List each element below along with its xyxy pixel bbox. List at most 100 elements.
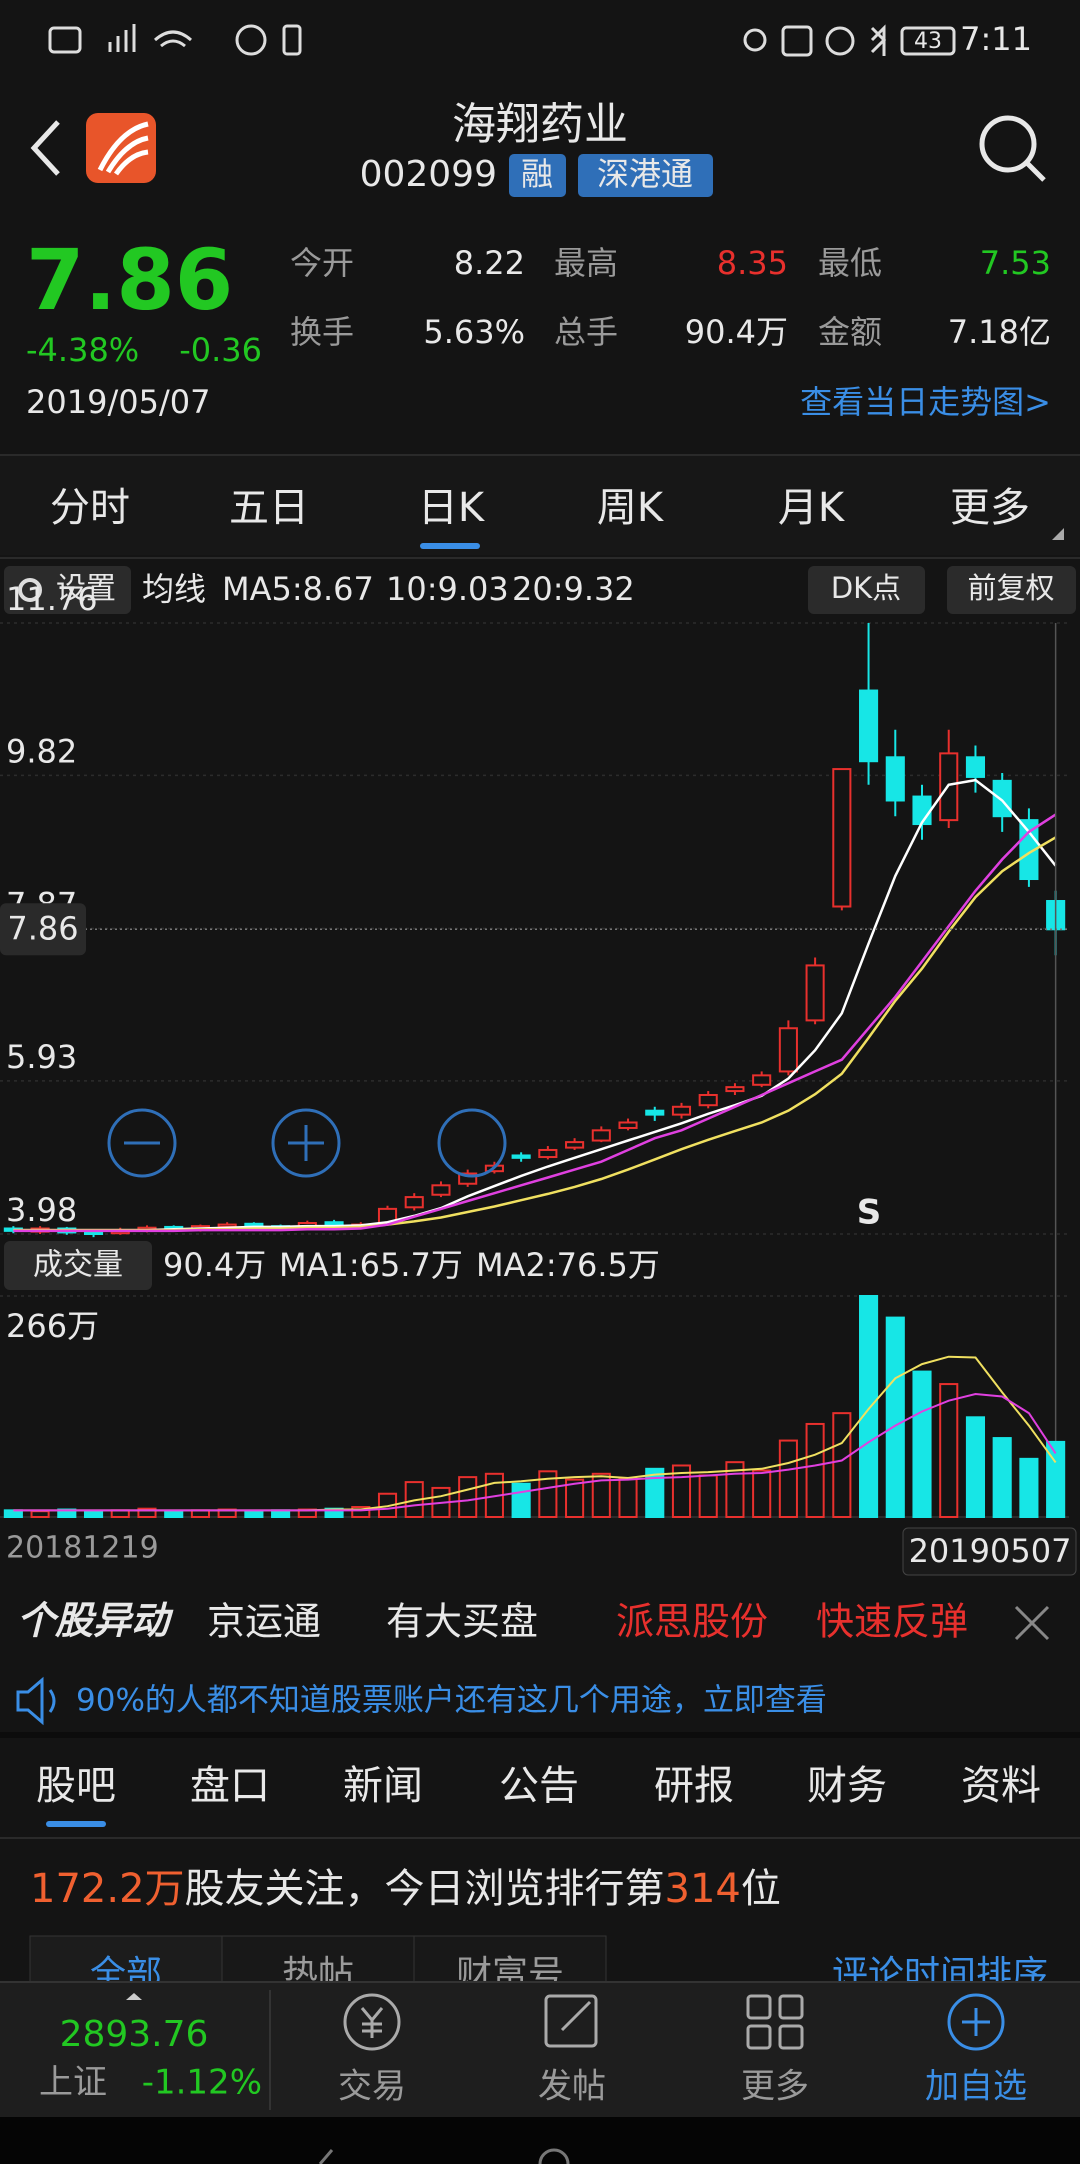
volume-ma-line (13, 1392, 1057, 1512)
clock: 7:11 (960, 20, 1032, 58)
volume-ma1: MA1:65.7万 (279, 1246, 463, 1284)
candle-body (752, 1074, 772, 1086)
volume-bar (965, 1416, 986, 1519)
rank: 314 (665, 1866, 741, 1912)
content-tab[interactable]: 财务 (807, 1763, 887, 1809)
volume-bar (939, 1383, 959, 1518)
volume-chart: 266万 (0, 1295, 1069, 1519)
content-tab[interactable]: 资料 (961, 1763, 1041, 1809)
signal-marker: S (857, 1193, 882, 1233)
volume-bar (458, 1476, 478, 1519)
follower-text: 股友关注，今日浏览排行第 (185, 1866, 665, 1912)
followers: 172.2万股友关注，今日浏览排行第314位 (30, 1866, 781, 1912)
ticker-item[interactable]: 派思股份 (616, 1600, 768, 1644)
volume-bar (885, 1316, 905, 1519)
volume-bar (859, 1295, 879, 1518)
content-tab[interactable]: 股吧 (36, 1763, 116, 1809)
candle-body (698, 1093, 718, 1107)
ad-text[interactable]: 90%的人都不知道股票账户还有这几个用途，立即查看 (76, 1683, 827, 1719)
tag-bg (509, 154, 566, 197)
volume-bar (671, 1464, 692, 1519)
content-tab[interactable]: 研报 (654, 1763, 734, 1809)
candle-body (725, 1086, 745, 1093)
candle-body (992, 779, 1012, 818)
more-arrow (1052, 528, 1064, 540)
bottom-bar (0, 1982, 1080, 2117)
period-tab[interactable]: 月K (778, 485, 846, 531)
back-button[interactable] (30, 120, 60, 176)
zoom-out[interactable] (107, 1108, 177, 1178)
ticker-item[interactable]: 快速反弹 (816, 1600, 968, 1644)
volume-bar (805, 1422, 825, 1519)
logo-mark (97, 121, 149, 176)
period-tab[interactable]: 日K (418, 485, 486, 531)
content-tab[interactable]: 公告 (499, 1763, 579, 1809)
reset-zoom[interactable] (437, 1108, 507, 1178)
volume-bar (832, 1412, 852, 1518)
y-tick-label: 5.93 (6, 1038, 77, 1076)
stat-label: 金额 (818, 313, 882, 351)
period-tab[interactable]: 五日 (229, 485, 309, 531)
action-label[interactable]: 发帖 (538, 2067, 606, 2107)
adjust-button[interactable] (947, 566, 1076, 614)
index-change: -1.12% (142, 2063, 262, 2103)
volume-bar (752, 1469, 772, 1518)
volume-button[interactable] (4, 1241, 152, 1290)
action-label[interactable]: 交易 (338, 2067, 406, 2107)
ticker-item[interactable]: 有大买盘 (386, 1600, 538, 1644)
stock-name: 海翔药业 (452, 99, 628, 150)
zoom-controls (107, 1108, 507, 1178)
close-ticker[interactable] (1014, 1605, 1050, 1641)
volume-bar (992, 1437, 1012, 1518)
period-tab[interactable]: 分时 (50, 485, 130, 531)
volume-bar (511, 1482, 531, 1519)
content-tab[interactable]: 新闻 (343, 1763, 423, 1809)
volume-bar (1046, 1440, 1066, 1518)
gear-icon (18, 578, 42, 602)
tag-bg (578, 154, 713, 197)
action-label[interactable]: 加自选 (925, 2067, 1027, 2107)
search-button[interactable] (979, 115, 1046, 182)
volume-summary: 90.4万 (163, 1246, 266, 1284)
ticker-item[interactable]: 京运通 (207, 1600, 321, 1644)
candle-body (859, 689, 879, 763)
period-tab[interactable]: 更多 (950, 485, 1030, 531)
battery-level: 43 (914, 29, 942, 54)
ma-label: 均线 (142, 570, 206, 608)
expand-arrow (126, 1993, 142, 2000)
volume-bar (778, 1439, 798, 1519)
volume-bar (538, 1470, 558, 1519)
volume-bar (645, 1467, 665, 1518)
volume-bar (351, 1506, 371, 1518)
content-tab[interactable]: 盘口 (190, 1763, 270, 1809)
dk-button[interactable] (808, 566, 925, 614)
candle-body (778, 1027, 798, 1073)
action-label[interactable]: 更多 (741, 2067, 809, 2107)
period-tab-bar (0, 455, 1080, 555)
y-tick-label: 9.82 (6, 732, 77, 770)
volume-ma2: MA2:76.5万 (476, 1246, 660, 1284)
candle-body (591, 1129, 611, 1142)
trend-link[interactable]: 查看当日走势图> (800, 383, 1051, 421)
dk-label: DK点 (831, 571, 901, 605)
candle-body (832, 768, 852, 908)
price-tag: 7.86 (7, 909, 78, 947)
period-tab[interactable]: 周K (597, 485, 665, 531)
volume-bar (137, 1507, 157, 1519)
period-tabs: 分时 五日 日K 周K 月K 更多 (50, 485, 1030, 531)
divider (0, 1732, 1080, 1738)
ticker-label: 个股异动 (17, 1599, 174, 1643)
stock-code: 002099 (360, 154, 497, 195)
content-tabs: 股吧 盘口 新闻 公告 研报 财务 资料 (36, 1763, 1041, 1809)
adjust-label: 前复权 (967, 571, 1054, 605)
kline-chart: 11.769.827.875.933.987.86S (0, 580, 1069, 1517)
index-value: 2893.76 (60, 2014, 209, 2055)
candle-body (671, 1105, 692, 1116)
end-date: 20190507 (909, 1532, 1072, 1570)
candle-body (805, 964, 825, 1022)
speaker-icon (16, 1676, 56, 1726)
settings-button[interactable] (4, 566, 131, 614)
zoom-in[interactable] (271, 1108, 341, 1178)
